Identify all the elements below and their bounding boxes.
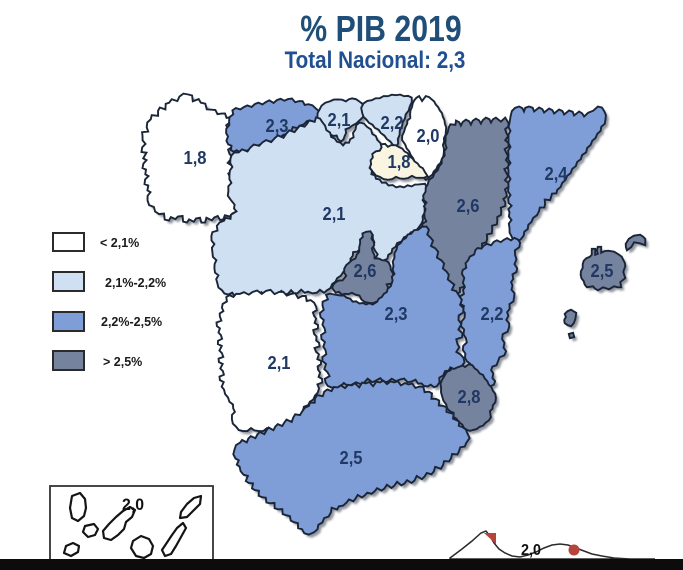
svg-text:2,6: 2,6	[457, 196, 480, 216]
svg-text:2,0: 2,0	[417, 126, 440, 146]
svg-text:2,2: 2,2	[381, 113, 404, 133]
svg-text:2,2: 2,2	[481, 304, 504, 324]
svg-text:1,8: 1,8	[184, 148, 207, 168]
svg-text:2,1: 2,1	[328, 110, 351, 130]
svg-text:2,3: 2,3	[266, 116, 289, 136]
svg-text:2,1: 2,1	[268, 353, 291, 373]
svg-text:1,8: 1,8	[388, 152, 411, 172]
svg-text:2,5: 2,5	[591, 261, 614, 281]
svg-text:2,5: 2,5	[340, 448, 363, 468]
svg-text:2,8: 2,8	[458, 387, 481, 407]
svg-text:2,3: 2,3	[385, 304, 408, 324]
svg-text:2,4: 2,4	[545, 164, 568, 184]
svg-text:2,6: 2,6	[354, 261, 377, 281]
svg-text:2,0: 2,0	[521, 542, 541, 559]
svg-text:2,0: 2,0	[122, 495, 144, 514]
svg-text:2,1: 2,1	[323, 204, 346, 224]
